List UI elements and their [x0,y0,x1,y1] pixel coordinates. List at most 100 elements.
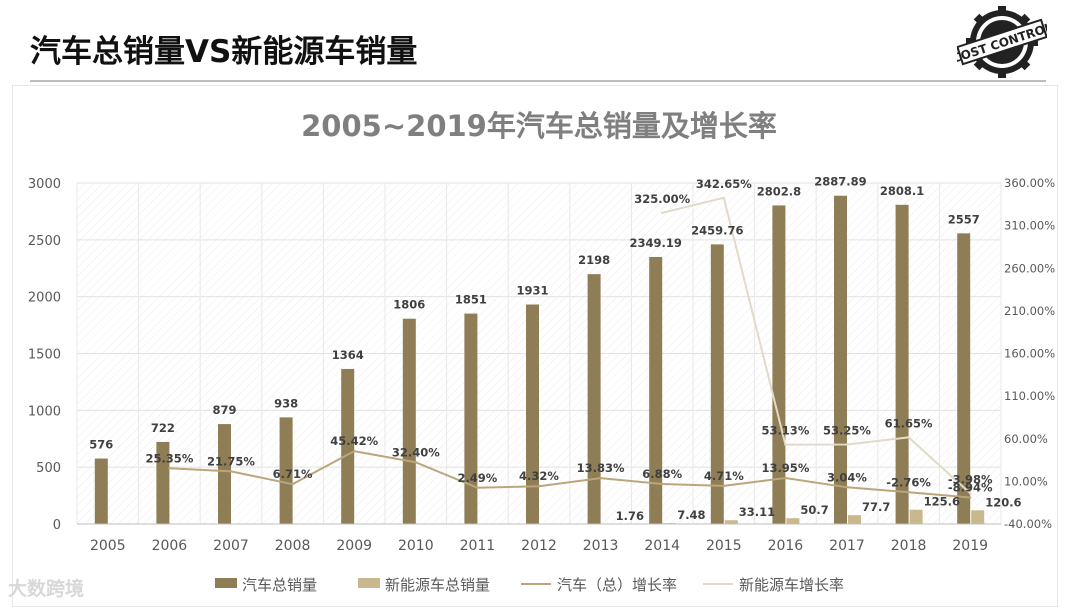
watermark: 大数跨境 [8,578,85,600]
legend-label: 新能源车总销量 [385,576,490,594]
chart-frame: 2005~2019年汽车总销量及增长率 576 722 879 938 1364 1806… [12,85,1058,607]
total-growth-line-label: 4.32% [519,469,559,483]
y2-tick-label: 260.00% [1004,261,1055,275]
bar-total-sales [279,417,293,524]
bar-total-sales [526,304,539,524]
total-growth-line-label: 25.35% [145,451,193,465]
bar-nev-sales [848,515,861,524]
x-tick-label: 2005 [90,538,126,554]
bar-nev-label: 125.6 [924,495,960,509]
x-tick-label: 2016 [768,538,804,554]
nev-growth-line-point [784,443,787,446]
nev-growth-line-label: 53.25% [823,424,871,438]
total-growth-line-label: 13.95% [761,461,809,475]
bar-total-label: 2808.1 [880,184,924,198]
bar-total-sales [94,458,108,524]
bar-total-label: 2349.19 [630,236,682,250]
total-growth-line-label: -8.94% [948,481,993,495]
legend-label: 新能源车增长率 [739,576,844,594]
bar-nev-label: 1.76 [616,509,644,523]
y-tick-label: 2500 [28,234,61,249]
y2-tick-label: 10.00% [1004,474,1048,488]
x-tick-label: 2007 [213,538,249,554]
bar-total-sales [649,256,663,524]
bar-total-sales [156,441,170,524]
total-growth-line-label: -2.76% [886,475,931,489]
total-growth-line-point [229,470,233,473]
nev-growth-line-point [969,492,972,495]
x-tick-label: 2012 [521,538,557,554]
x-tick-label: 2009 [336,538,372,554]
total-growth-line-point [476,486,479,489]
x-tick-label: 2008 [275,538,311,554]
bar-nev-label: 77.7 [862,500,890,514]
y2-tick-label: -40.00% [1004,517,1052,531]
bar-nev-sales [909,509,923,524]
y-tick-label: 2000 [28,291,61,306]
total-growth-line [169,450,971,499]
total-growth-line-label: 4.71% [704,469,744,483]
gear-badge-icon: COST CONTROL [957,6,1047,78]
nev-growth-line [661,196,971,495]
nev-growth-line-label: 61.65% [885,416,933,430]
bar-nev-label: 50.7 [800,503,828,517]
total-growth-line-label: 32.40% [392,445,440,459]
legend-label: 汽车总销量 [242,576,317,594]
bar-total-sales [341,368,355,524]
nev-growth-line-label: 53.13% [761,424,809,438]
bar-total-label: 879 [212,403,236,417]
total-growth-line-label: 3.04% [827,470,867,484]
bar-total-label: 938 [274,396,298,410]
bar-nev-label: 33.11 [739,505,775,519]
legend-swatch [358,578,380,588]
nev-growth-line-label: -3.98% [948,472,993,486]
cost-control-logo: COST CONTROL [957,6,1047,78]
title-divider [30,80,1046,82]
total-growth-line-label: 6.71% [273,467,313,481]
bar-nev-sales [724,520,738,524]
bar-total-label: 2198 [578,253,610,267]
x-tick-label: 2010 [398,538,434,554]
bar-nev-sales [786,518,800,524]
total-growth-line-point [353,449,356,453]
bar-total-label: 1364 [332,348,364,362]
total-growth-line-point [168,467,171,470]
y2-tick-label: 160.00% [1004,347,1055,361]
bar-total-sales [218,424,231,524]
total-growth-line-label: 6.88% [642,467,682,481]
bar-total-label: 576 [89,438,113,452]
chart-title: 2005~2019年汽车总销量及增长率 [301,109,777,143]
bar-total-label: 1931 [516,284,548,298]
nev-growth-line-point [907,436,910,439]
bar-total-label: 2459.76 [691,223,743,237]
total-growth-line-label: 21.75% [207,454,255,468]
total-growth-line-point [969,496,972,499]
bar-nev-label: 120.6 [985,495,1021,509]
bar-total-sales [587,274,601,524]
total-growth-line-point [537,485,541,488]
x-tick-label: 2011 [460,538,496,554]
y-tick-label: 500 [36,461,61,476]
nev-growth-line-label: 325.00% [634,192,690,206]
y-tick-label: 1500 [28,348,61,363]
sales-chart: 2005~2019年汽车总销量及增长率 576 722 879 938 1364 1806… [28,109,1055,594]
bar-total-label: 2557 [948,212,980,226]
bar-total-sales [402,318,416,524]
y-tick-label: 3000 [28,177,61,192]
legend-swatch [215,578,237,588]
total-growth-line-label: 13.83% [577,461,625,475]
y2-tick-label: 210.00% [1004,304,1055,318]
y-tick-label: 1000 [28,404,61,419]
y2-tick-label: 310.00% [1004,219,1055,233]
total-growth-line-label: 45.42% [330,434,378,448]
x-tick-label: 2014 [644,538,680,554]
nev-growth-line-point [722,196,725,199]
nev-growth-line-point [661,211,664,215]
bar-total-sales [710,244,724,524]
bar-total-sales [772,205,786,524]
legend-label: 汽车（总）增长率 [557,576,677,594]
bar-total-sales [464,313,478,524]
nev-growth-line-label: 342.65% [696,177,752,191]
total-growth-line-point [414,461,417,464]
y-tick-label: 0 [53,518,61,533]
